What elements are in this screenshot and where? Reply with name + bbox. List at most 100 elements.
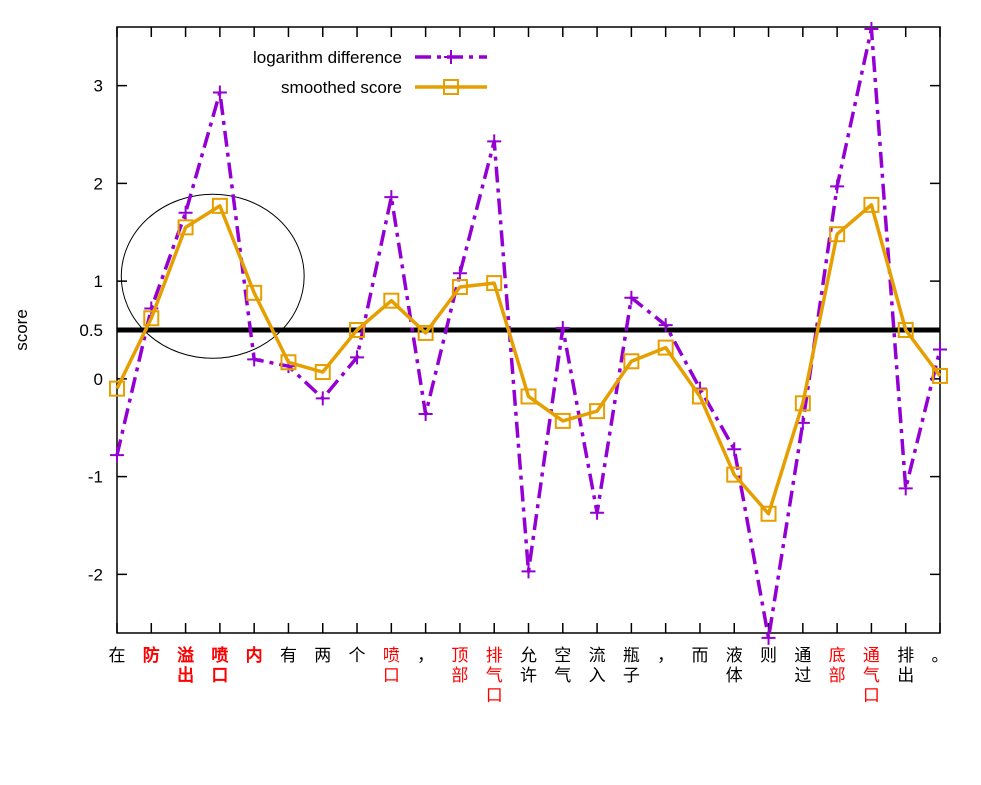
x-tick-label-char: 两 [314,646,331,666]
data-point-square [657,339,674,356]
x-tick-label-char: 空 [554,646,571,666]
x-tick-label-char: 。 [932,646,949,666]
x-tick-label-char: 口 [383,666,400,686]
data-point-plus [727,442,742,457]
legend-label: logarithm difference [253,48,402,67]
data-point-plus [212,85,227,100]
x-tick-label: 溢出 [177,645,194,686]
data-point-square [623,353,640,370]
data-point-plus [418,407,433,422]
data-point-square [589,403,606,420]
data-point-square [863,196,880,213]
x-tick-label-char: 气 [863,666,880,686]
x-tick-label-char: 通 [794,646,811,666]
x-tick-label: 喷口 [211,646,228,686]
legend: logarithm difference smoothed score [253,48,487,97]
x-tick-label-char: 过 [794,666,811,686]
x-tick-label-char: 在 [109,646,126,666]
x-tick-label-char: 允 [520,646,537,666]
x-tick-label-char: 出 [897,666,914,686]
data-point-square [554,412,571,429]
x-tick-label: 在 [109,646,126,666]
x-tick-label: 底部 [829,646,846,686]
x-tick-label-char: 排 [486,646,503,666]
data-point-plus [658,318,673,333]
x-tick-label-char: ， [417,646,434,666]
legend-marker-square [443,79,459,95]
x-tick-label-char: 子 [623,666,640,686]
data-point-square [109,380,125,397]
x-tick-label-char: 口 [863,686,880,706]
data-point-square [383,292,400,309]
x-tick-label-char: 口 [211,666,228,686]
x-tick-label: 有 [280,646,297,666]
data-point-square [211,197,228,214]
data-point-square [829,226,846,243]
x-tick-label-char: ， [657,646,674,666]
x-tick-label: 防 [143,645,160,666]
data-point-square [897,322,914,338]
y-tick-label: 1 [94,272,103,291]
x-tick-label-char: 部 [829,666,846,686]
x-tick-label: 顶部 [451,646,468,686]
x-tick-label: 空气 [554,646,571,686]
y-tick-label: 2 [94,174,103,193]
data-point-plus [110,448,124,463]
x-tick-label: 内 [246,645,263,666]
x-axis: 在防溢出喷口内有两个喷口， 顶部排气口允许空气流入瓶子，而液体则 通过底部通气口排出… [109,27,949,706]
series-smoothed-score [109,196,948,522]
x-tick-label-char: 许 [520,666,537,686]
x-tick-label: 允许 [520,646,537,686]
x-tick-label: 排出 [897,646,914,686]
x-tick-label-char: 部 [451,666,468,686]
x-tick-label-char: 通 [863,646,880,666]
data-point-square [246,284,263,301]
x-tick-label: 。 [932,646,949,666]
x-tick-label-char: 防 [143,645,160,666]
data-point-square [143,310,160,327]
data-point-plus [384,190,399,205]
data-point-square [486,275,503,292]
x-tick-label: 则 [760,646,777,666]
data-point-plus [933,342,947,357]
x-tick-label-char: 顶 [451,646,468,666]
x-tick-label-char: 溢 [177,645,194,666]
data-point-plus [452,266,467,281]
y-tick-label: -1 [88,468,103,487]
legend-label: smoothed score [281,78,402,97]
x-tick-label-char: 入 [589,666,606,686]
x-tick-label: 通过 [794,646,811,686]
data-point-square [520,388,537,405]
x-tick-label-char: 气 [486,666,503,686]
y-tick-label: 3 [94,77,103,96]
x-tick-label-char: 瓶 [623,646,640,666]
plot-area: -2-100.5123 在防溢出喷口内有两个喷口， 顶部排气口允许空气流入瓶子，而… [79,21,949,706]
data-point-plus [350,350,365,365]
data-point-square [726,466,743,483]
x-tick-label-char: 口 [486,686,503,706]
highlight-ellipse [120,193,305,359]
x-tick-label: 个 [349,646,366,666]
x-tick-label-char: 排 [897,646,914,666]
x-tick-label-char: 喷 [383,646,400,666]
data-point-plus [624,290,639,305]
series-layer [109,21,948,645]
x-tick-label: 而 [691,646,708,666]
x-tick-label-char: 出 [177,665,194,686]
x-tick-label: 通气口 [863,646,880,706]
data-point-square [177,219,194,236]
legend-marker-plus [444,50,458,64]
data-point-plus [830,179,845,194]
x-tick-label-char: 则 [760,646,777,666]
y-tick-label: 0.5 [79,321,103,340]
x-tick-label-char: 而 [691,646,708,666]
data-point-square [932,367,948,384]
x-tick-label: 瓶子 [623,646,640,686]
x-tick-label: ， [417,646,434,666]
x-tick-label-char: 个 [349,646,366,666]
data-point-plus [247,352,262,367]
data-point-square [417,324,434,341]
series-line [115,203,942,516]
data-point-plus [761,630,776,645]
